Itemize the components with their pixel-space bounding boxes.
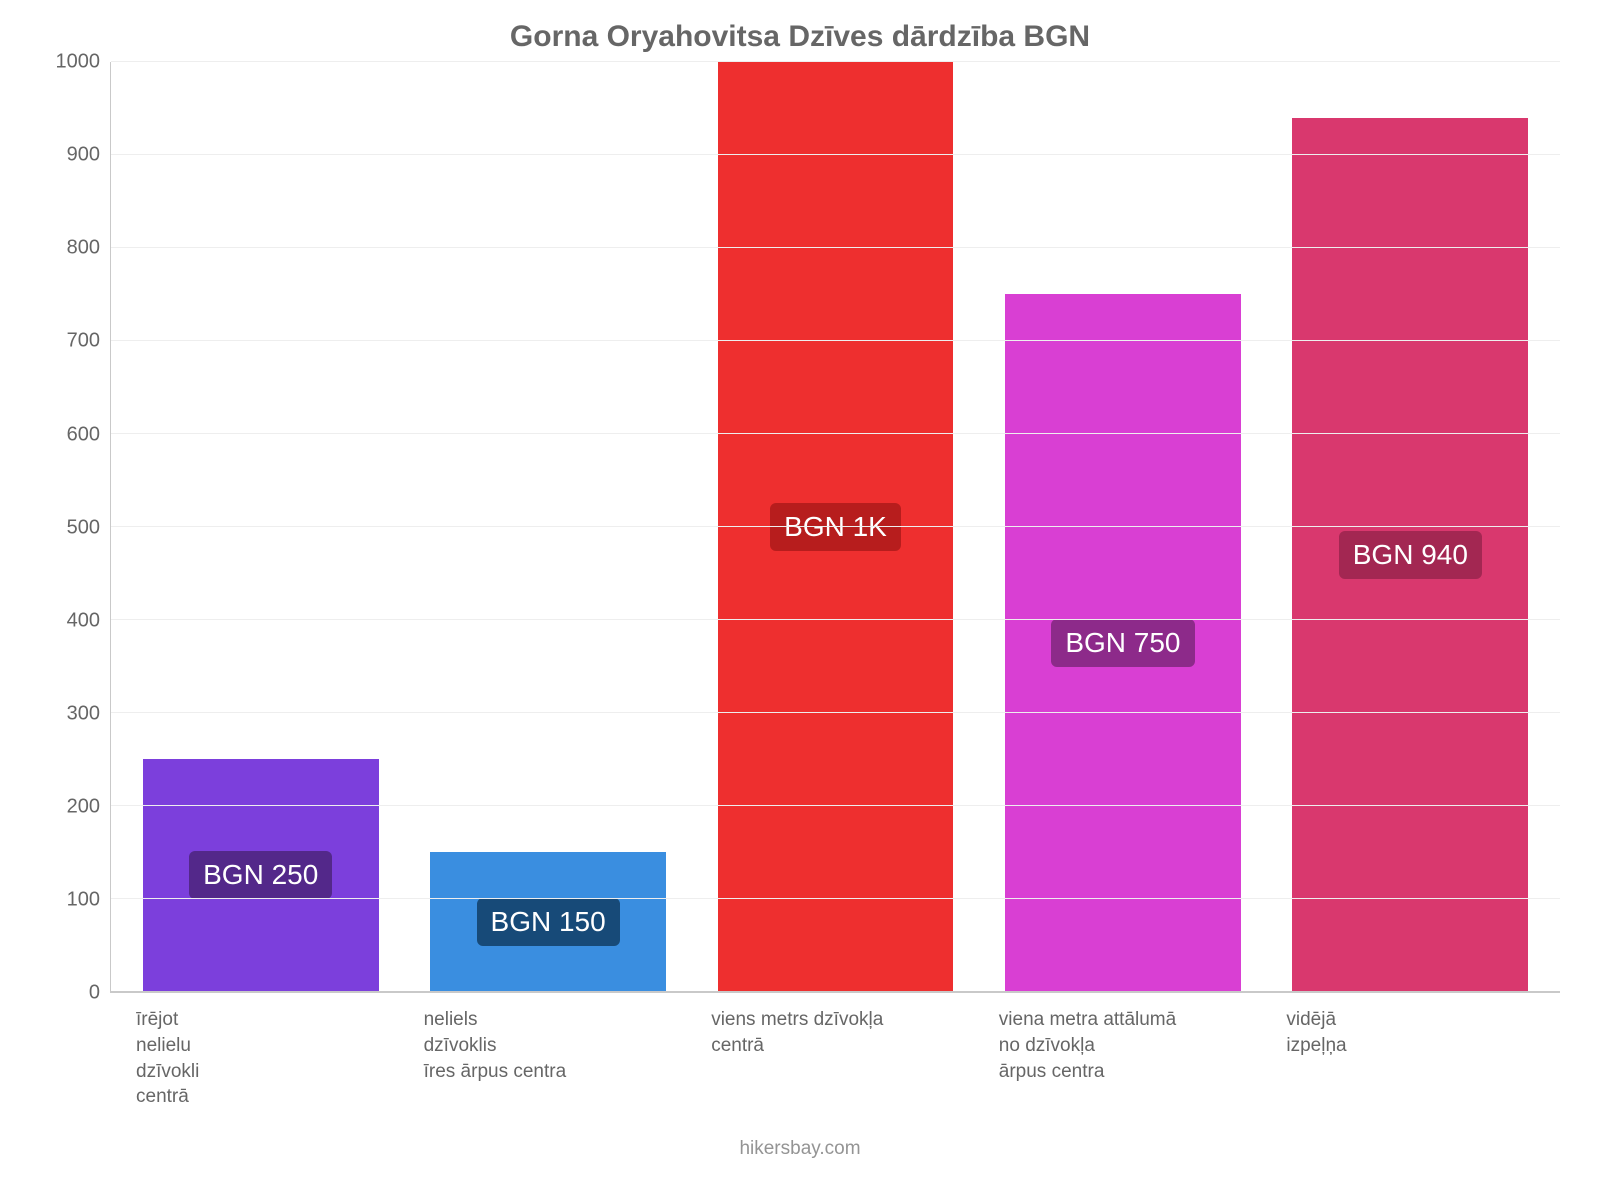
gridline [111, 898, 1560, 899]
y-tick-label: 200 [67, 796, 100, 819]
bars-container: BGN 250 BGN 150 BGN 1K BGN 750 BGN 940 [111, 62, 1560, 991]
gridline [111, 712, 1560, 713]
y-tick-label: 500 [67, 516, 100, 539]
y-axis: 01002003004005006007008009001000 [40, 62, 110, 993]
y-tick-label: 1000 [56, 51, 101, 74]
value-badge: BGN 150 [477, 898, 620, 946]
gridline [111, 526, 1560, 527]
y-tick-label: 400 [67, 609, 100, 632]
y-tick-label: 600 [67, 423, 100, 446]
chart-title: Gorna Oryahovitsa Dzīves dārdzība BGN [40, 20, 1560, 54]
chart-footer: hikersbay.com [40, 1110, 1560, 1200]
gridline [111, 805, 1560, 806]
bar-slot: BGN 1K [692, 62, 979, 991]
bar-slot: BGN 750 [979, 62, 1266, 991]
y-tick-label: 700 [67, 330, 100, 353]
bar-slot: BGN 940 [1267, 62, 1554, 991]
x-label: viena metra attālumāno dzīvokļaārpus cen… [979, 1007, 1267, 1110]
bar-chart: Gorna Oryahovitsa Dzīves dārdzība BGN 0 1… [40, 20, 1560, 1200]
x-label: viens metrs dzīvokļacentrā [691, 1007, 979, 1110]
gridline [111, 340, 1560, 341]
bar: BGN 940 [1292, 118, 1528, 992]
bar-slot: BGN 150 [404, 62, 691, 991]
gridline [111, 154, 1560, 155]
value-badge: BGN 940 [1339, 531, 1482, 579]
y-tick-label: 100 [67, 889, 100, 912]
bar-slot: BGN 250 [117, 62, 404, 991]
x-axis-row: īrējotnelieludzīvoklicentrānelielsdzīvok… [110, 993, 1560, 1110]
bar: BGN 750 [1005, 294, 1241, 991]
value-badge: BGN 750 [1051, 619, 1194, 667]
y-tick-label: 900 [67, 144, 100, 167]
gridline [111, 247, 1560, 248]
x-label: nelielsdzīvoklisīres ārpus centra [404, 1007, 692, 1110]
y-tick-label: 0 [89, 982, 100, 1005]
y-tick-label: 800 [67, 237, 100, 260]
bar: BGN 250 [143, 759, 379, 991]
x-label: īrējotnelieludzīvoklicentrā [116, 1007, 404, 1110]
gridline [111, 61, 1560, 62]
value-badge: BGN 250 [189, 851, 332, 899]
gridline [111, 433, 1560, 434]
x-label: vidējāizpeļņa [1266, 1007, 1554, 1110]
y-tick-label: 300 [67, 703, 100, 726]
x-labels: īrējotnelieludzīvoklicentrānelielsdzīvok… [110, 993, 1560, 1110]
bar: BGN 150 [430, 852, 666, 991]
bar: BGN 1K [718, 62, 954, 991]
plot-row: 01002003004005006007008009001000 BGN 250… [40, 62, 1560, 993]
plot-area: BGN 250 BGN 150 BGN 1K BGN 750 BGN 940 [110, 62, 1560, 993]
gridline [111, 619, 1560, 620]
value-badge: BGN 1K [770, 503, 901, 551]
